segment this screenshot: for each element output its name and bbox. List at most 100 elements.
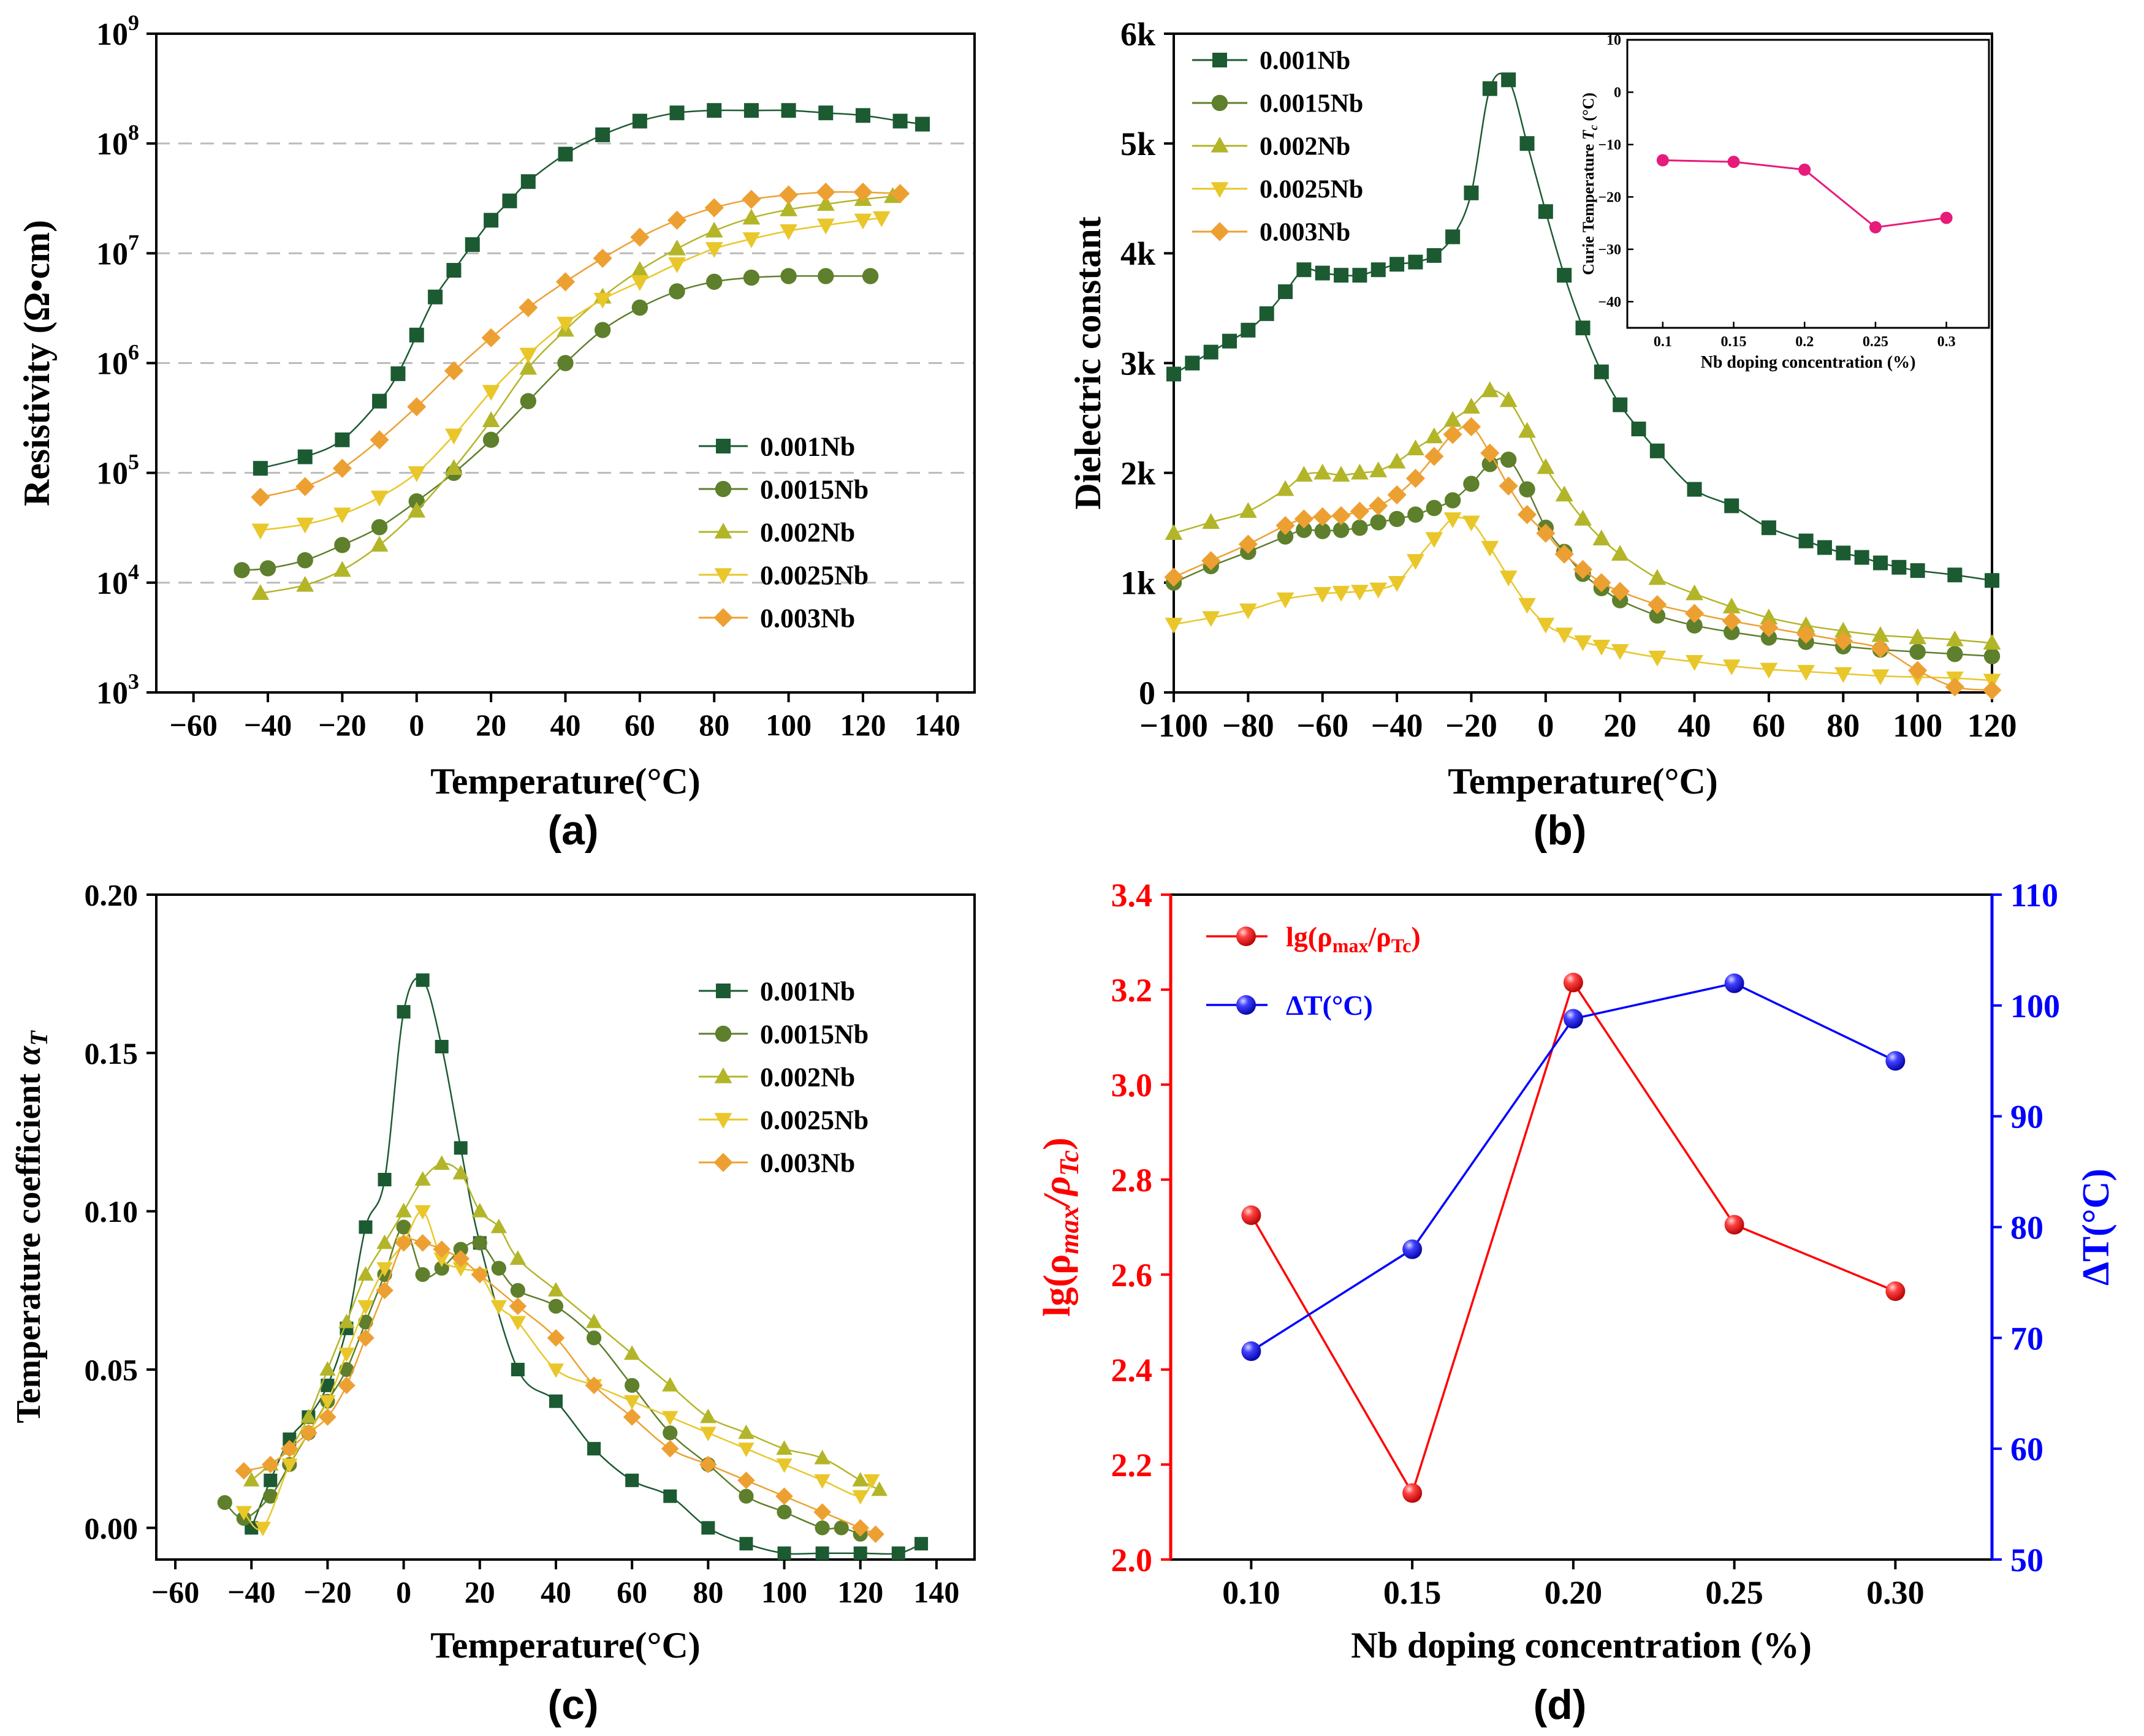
- data-point: [435, 1040, 449, 1053]
- data-point: [358, 1314, 373, 1330]
- series-0.003Nb: [235, 1234, 884, 1543]
- x-tick-label: 40: [1678, 707, 1711, 744]
- x-tick-label: 0.30: [1866, 1574, 1925, 1611]
- data-point: [297, 552, 313, 569]
- data-point: [1259, 306, 1274, 321]
- inset-x-tick-label: 0.2: [1795, 334, 1814, 350]
- data-point: [1313, 463, 1332, 480]
- inset-frame: [1626, 39, 1990, 329]
- data-point: [1519, 136, 1535, 151]
- x-tick-label: 120: [1967, 707, 2017, 744]
- data-point: [595, 127, 610, 142]
- legend-label: 0.0015Nb: [760, 1019, 869, 1049]
- series-line: [243, 1238, 876, 1535]
- data-point: [1563, 1009, 1583, 1029]
- data-point: [1834, 667, 1852, 683]
- data-point: [245, 1521, 259, 1535]
- data-point: [1798, 533, 1814, 548]
- x-tick-label: 140: [914, 708, 960, 742]
- data-point: [699, 1455, 717, 1474]
- data-point: [775, 1487, 793, 1505]
- data-point: [669, 283, 685, 300]
- data-point: [663, 1489, 677, 1503]
- data-point: [235, 1462, 253, 1480]
- data-point: [300, 1424, 317, 1442]
- y-tick-label: 104: [96, 559, 139, 601]
- inset-x-axis-label: Nb doping concentration (%): [1701, 353, 1916, 372]
- data-point: [815, 1520, 830, 1536]
- data-point: [1201, 551, 1221, 570]
- panel-label-b: (b): [1534, 807, 1587, 854]
- data-point: [472, 1235, 487, 1251]
- legend-marker: [1236, 927, 1256, 946]
- data-point: [1872, 555, 1888, 570]
- data-point: [706, 273, 723, 290]
- data-point: [777, 1504, 792, 1520]
- data-point: [623, 1345, 641, 1360]
- data-point: [661, 1439, 679, 1458]
- data-point: [780, 200, 797, 216]
- data-point: [814, 1474, 831, 1489]
- y-tick-label: 3.0: [1111, 1067, 1153, 1104]
- x-tick-label: 0: [396, 1575, 411, 1609]
- data-point: [1563, 972, 1583, 993]
- data-point: [1443, 425, 1462, 444]
- data-point: [519, 298, 538, 317]
- data-point: [1871, 669, 1890, 686]
- data-point: [668, 257, 686, 273]
- legend-label-lg-ratio: lg(ρmax/ρTc): [1286, 921, 1421, 957]
- data-point: [251, 523, 270, 540]
- data-point: [1631, 422, 1646, 436]
- y-tick-label: 2.4: [1111, 1352, 1153, 1389]
- data-point: [319, 1361, 336, 1376]
- legend-label: 0.002Nb: [1260, 133, 1350, 161]
- data-point: [1332, 521, 1350, 539]
- data-point: [701, 1521, 715, 1535]
- data-point: [509, 1297, 527, 1315]
- data-point: [852, 1490, 869, 1505]
- data-point: [1408, 254, 1423, 270]
- data-point: [234, 562, 250, 578]
- data-point: [1537, 458, 1555, 474]
- data-point: [548, 1298, 564, 1314]
- y-tick-label: 3.2: [1111, 972, 1153, 1009]
- data-point: [780, 224, 797, 240]
- x-tick-label: 40: [541, 1575, 571, 1609]
- series-line: [1250, 980, 1896, 1496]
- data-point: [778, 185, 799, 205]
- data-point: [1648, 650, 1667, 667]
- data-point: [777, 1546, 791, 1560]
- x-tick-label: 0.20: [1545, 1574, 1603, 1611]
- data-point: [1760, 608, 1778, 624]
- data-point: [1314, 523, 1331, 539]
- data-point: [742, 189, 761, 209]
- data-point: [742, 208, 761, 225]
- data-point: [510, 1283, 525, 1298]
- y-right-tick-label: 70: [2010, 1320, 2043, 1357]
- data-point: [1370, 514, 1386, 531]
- data-point: [1836, 545, 1851, 561]
- x-tick-label: −60: [169, 708, 218, 742]
- data-point: [625, 1473, 639, 1487]
- x-tick-label: 0.15: [1383, 1574, 1442, 1611]
- data-point: [1518, 422, 1536, 438]
- data-point: [1352, 268, 1367, 283]
- data-point: [1686, 617, 1703, 634]
- x-axis-label: Temperature(°C): [430, 1625, 701, 1666]
- data-point: [1276, 480, 1294, 496]
- data-point: [1402, 1239, 1423, 1259]
- series-0.001Nb: [1166, 72, 1999, 588]
- data-point: [1834, 621, 1852, 638]
- data-point: [452, 1249, 470, 1268]
- data-point: [416, 973, 430, 987]
- data-point: [295, 477, 315, 496]
- data-point: [446, 263, 462, 278]
- data-point: [1613, 397, 1628, 412]
- x-tick-label: −20: [318, 708, 367, 742]
- y-tick-label: 0: [1139, 675, 1155, 711]
- data-point: [321, 1378, 335, 1392]
- legend-label: 0.003Nb: [760, 603, 855, 633]
- data-point: [1817, 540, 1832, 555]
- data-point: [376, 1234, 393, 1249]
- data-point: [370, 430, 389, 450]
